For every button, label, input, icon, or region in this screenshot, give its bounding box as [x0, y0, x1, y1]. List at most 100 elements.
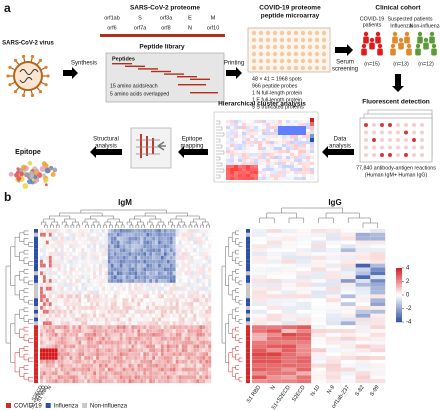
heatmap-cell	[187, 232, 191, 237]
heatmap-cell	[163, 252, 167, 257]
thumb-cell	[226, 162, 230, 165]
heatmap-cell	[63, 359, 67, 364]
heatmap-cell	[155, 282, 159, 287]
heatmap-cell	[208, 244, 212, 249]
heatmap-cell	[172, 263, 176, 268]
heatmap-cell	[128, 336, 132, 341]
heatmap-cell	[325, 267, 341, 272]
heatmap-cell	[202, 348, 206, 353]
thumb-cell	[242, 150, 246, 153]
heatmap-cell	[340, 344, 356, 349]
heatmap-cell	[87, 236, 91, 241]
heatmap-cell	[75, 313, 79, 318]
heatmap-cell	[93, 263, 97, 268]
heatmap-cell	[187, 248, 191, 253]
heatmap-cell	[96, 359, 100, 364]
heatmap-cell	[54, 302, 58, 307]
heatmap-cell	[63, 255, 67, 260]
thumb-cell	[266, 144, 270, 147]
heatmap-cell	[155, 278, 159, 283]
protein-atom	[42, 173, 46, 178]
heatmap-cell	[190, 255, 194, 260]
heatmap-cell	[208, 302, 212, 307]
colorbar-step	[396, 301, 402, 304]
thumb-cell	[230, 171, 234, 174]
heatmap-cell	[199, 228, 203, 233]
thumb-cell	[234, 132, 238, 135]
spike-head	[21, 93, 26, 98]
group-strip	[34, 375, 38, 380]
gene-label: orf10	[207, 25, 220, 31]
person-head	[431, 43, 437, 49]
person-head	[398, 37, 404, 43]
note: 48 × 41 = 1968 spots	[252, 76, 302, 82]
heatmap-cell	[370, 317, 386, 322]
thumb-cell	[250, 123, 254, 126]
heatmap-cell	[196, 244, 200, 249]
heatmap-cell	[113, 332, 117, 337]
heatmap-cell	[51, 325, 55, 330]
heatmap-cell	[60, 332, 64, 337]
heatmap-cell	[152, 286, 156, 291]
heatmap-cell	[266, 359, 282, 364]
heatmap-cell	[296, 278, 312, 283]
row-dendrogram	[23, 373, 29, 380]
heatmap-cell	[160, 267, 164, 272]
heatmap-cell	[355, 367, 371, 372]
heatmap-cell	[199, 282, 203, 287]
column-dendrogram	[171, 224, 175, 228]
heatmap-cell	[75, 271, 79, 276]
heatmap-cell	[187, 244, 191, 249]
heatmap-cell	[140, 286, 144, 291]
heatmap-cell	[181, 309, 185, 314]
heatmap-cell	[251, 240, 267, 245]
heatmap-cell	[72, 252, 76, 257]
heatmap-cell	[340, 355, 356, 360]
heatmap-cell	[66, 363, 70, 368]
heatmap-cell	[143, 375, 147, 380]
spot	[251, 65, 257, 71]
virus-label: SARS-CoV-2 virus	[2, 41, 54, 47]
group-strip	[34, 371, 38, 376]
heatmap-cell	[266, 371, 282, 376]
column-dendrogram	[188, 224, 193, 228]
spot	[412, 138, 416, 142]
thumb-cell	[306, 156, 310, 159]
heatmap-cell	[199, 329, 203, 334]
thumb-cell	[282, 165, 286, 168]
heatmap-cell	[187, 363, 191, 368]
heatmap-cell	[163, 329, 167, 334]
heatmap-cell	[69, 236, 73, 241]
heatmap-cell	[66, 302, 70, 307]
heatmap-cell	[119, 317, 123, 322]
heatmap-cell	[325, 313, 341, 318]
heatmap-cell	[281, 371, 297, 376]
heatmap-cell	[146, 313, 150, 318]
thumb-cell	[226, 156, 230, 159]
heatmap-cell	[113, 379, 117, 384]
thumb-cell	[298, 129, 302, 132]
thumb-cell	[294, 150, 298, 153]
heatmap-cell	[42, 263, 47, 268]
heatmap-cell	[370, 336, 386, 341]
thumb-cell	[266, 171, 270, 174]
heatmap-cell	[146, 317, 150, 322]
heatmap-cell	[110, 379, 114, 384]
heatmap-cell	[137, 305, 141, 310]
heatmap-cell	[93, 305, 97, 310]
heatmap-cell	[63, 240, 67, 245]
heatmap-cell	[39, 321, 44, 326]
group-strip	[246, 352, 250, 357]
heatmap-cell	[93, 336, 97, 341]
group-strip	[34, 271, 38, 276]
heatmap-cell	[63, 340, 67, 345]
heatmap-cell	[208, 278, 212, 283]
heatmap-cell	[157, 298, 162, 303]
heatmap-cell	[370, 252, 386, 257]
group-strip	[246, 356, 250, 360]
heatmap-cell	[66, 267, 70, 272]
heatmap-cell	[125, 263, 129, 268]
heatmap-cell	[190, 355, 194, 360]
heatmap-cell	[131, 267, 135, 272]
thumb-cell	[282, 135, 286, 138]
